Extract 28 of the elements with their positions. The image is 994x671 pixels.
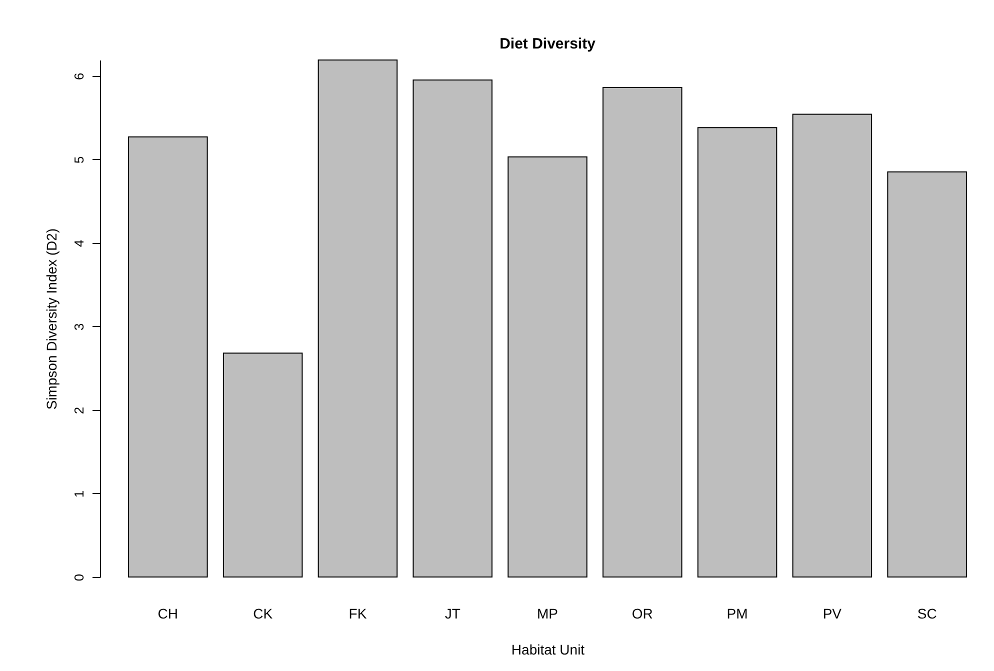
bar	[222, 352, 303, 578]
x-tick-label: CH	[158, 606, 178, 622]
y-axis-title: Simpson Diversity Index (D2)	[44, 228, 60, 410]
bar	[508, 156, 588, 578]
x-tick-label: PM	[726, 606, 748, 622]
y-tick-label: 1	[72, 490, 86, 498]
bar	[697, 127, 778, 578]
bar	[602, 87, 682, 578]
x-tick-label: PV	[822, 606, 842, 622]
bar	[318, 60, 398, 578]
y-tick-label: 4	[72, 240, 86, 248]
chart-title: Diet Diversity	[500, 36, 596, 52]
x-tick-label: CK	[253, 606, 274, 622]
x-tick-label: OR	[632, 606, 653, 622]
x-tick-label: MP	[537, 606, 558, 622]
y-tick-label: 5	[72, 156, 86, 164]
bar	[792, 114, 872, 578]
bar	[128, 136, 208, 578]
bar	[887, 171, 967, 578]
x-tick-label: JT	[444, 606, 461, 622]
bar	[412, 80, 492, 578]
x-axis-title: Habitat Unit	[511, 642, 585, 658]
y-tick-label: 6	[72, 72, 86, 80]
x-tick-label: SC	[917, 606, 937, 622]
x-tick-label: FK	[348, 606, 368, 622]
y-tick-label: 0	[72, 574, 86, 582]
y-tick-label: 2	[72, 406, 86, 414]
y-tick-label: 3	[72, 323, 86, 331]
